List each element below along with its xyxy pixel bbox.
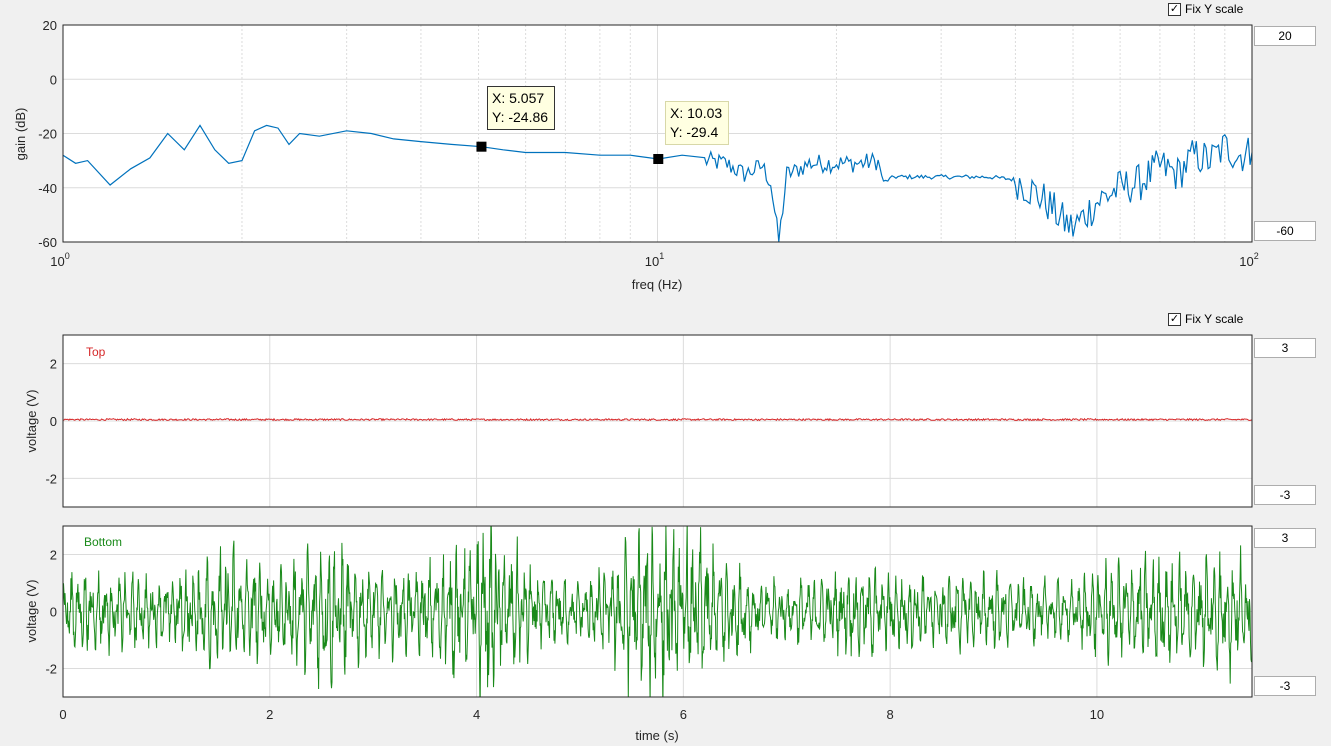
spectrum-line	[62, 124, 1253, 243]
spectrum-ymax-input[interactable]	[1254, 26, 1316, 46]
datatip-markers	[476, 141, 664, 164]
datatip-2-y: Y: -29.4	[670, 124, 719, 140]
top-fix-y-label: Fix Y scale	[1185, 312, 1244, 326]
datatip-1-y: Y: -24.86	[492, 109, 549, 125]
spectrum-fix-y-label: Fix Y scale	[1185, 2, 1244, 16]
x-tick-label: 6	[680, 707, 687, 722]
bottom-axes[interactable]: 0 2 4 6 8 10 -2 0 2 Bottom voltage (V) time (s)	[24, 512, 1253, 743]
x-tick-label: 8	[887, 707, 894, 722]
y-tick-label: -20	[38, 127, 57, 142]
top-ylabel: voltage (V)	[24, 390, 39, 453]
y-tick-label: 2	[50, 357, 57, 372]
y-tick-label: 2	[50, 548, 57, 563]
x-tick-label: 102	[1239, 251, 1258, 269]
spectrum-axes[interactable]: 100 101 102 -60 -40 -20 0 20 freq (Hz) gain (dB…	[13, 18, 1259, 292]
y-tick-label: -2	[45, 471, 57, 486]
bottom-tick-labels: 0 2 4 6 8 10 -2 0 2	[45, 548, 1104, 723]
top-tick-labels: -2 0 2	[45, 357, 57, 487]
spectrum-fix-y-checkbox[interactable]: ✓ Fix Y scale	[1168, 2, 1243, 16]
top-legend: Top	[86, 345, 106, 359]
y-tick-label: 0	[50, 72, 57, 87]
x-tick-label: 100	[50, 251, 69, 269]
bottom-ymax-input[interactable]	[1254, 528, 1316, 548]
y-tick-label: 20	[43, 18, 57, 33]
bottom-ylabel: voltage (V)	[24, 580, 39, 643]
bottom-xlabel: time (s)	[635, 728, 678, 743]
x-tick-label: 101	[645, 251, 664, 269]
y-tick-label: -60	[38, 235, 57, 250]
datatip-1: X: 5.057 Y: -24.86	[487, 86, 556, 130]
spectrum-xlabel: freq (Hz)	[632, 277, 683, 292]
y-tick-label: 0	[50, 605, 57, 620]
top-ymax-input[interactable]	[1254, 338, 1316, 358]
top-axes[interactable]: -2 0 2 Top voltage (V)	[24, 334, 1253, 508]
spectrum-ylabel: gain (dB)	[13, 108, 28, 161]
bottom-ymin-input[interactable]	[1254, 676, 1316, 696]
datatip-1-x: X: 5.057	[492, 90, 545, 106]
checkmark-icon[interactable]: ✓	[1168, 312, 1181, 326]
x-tick-label: 0	[59, 707, 66, 722]
top-fix-y-checkbox[interactable]: ✓ Fix Y scale	[1168, 312, 1243, 326]
top-signal-line	[62, 417, 1253, 422]
x-tick-label: 4	[473, 707, 480, 722]
bottom-axes-frame	[62, 525, 1253, 698]
spectrum-ymin-input[interactable]	[1254, 221, 1316, 241]
y-tick-label: 0	[50, 414, 57, 429]
spectrum-axes-frame	[62, 24, 1253, 243]
x-tick-label: 10	[1090, 707, 1104, 722]
y-tick-label: -2	[45, 662, 57, 677]
y-tick-label: -40	[38, 181, 57, 196]
checkmark-icon[interactable]: ✓	[1168, 2, 1181, 16]
top-axes-frame	[62, 334, 1253, 508]
x-tick-label: 2	[266, 707, 273, 722]
top-ymin-input[interactable]	[1254, 485, 1316, 505]
datatip-2-x: X: 10.03	[670, 105, 723, 121]
bottom-signal-line	[63, 526, 1252, 697]
datatip-marker[interactable]	[476, 141, 487, 152]
datatip-marker[interactable]	[653, 153, 664, 164]
datatip-2: X: 10.03 Y: -29.4	[665, 101, 730, 145]
bottom-legend: Bottom	[84, 535, 122, 549]
